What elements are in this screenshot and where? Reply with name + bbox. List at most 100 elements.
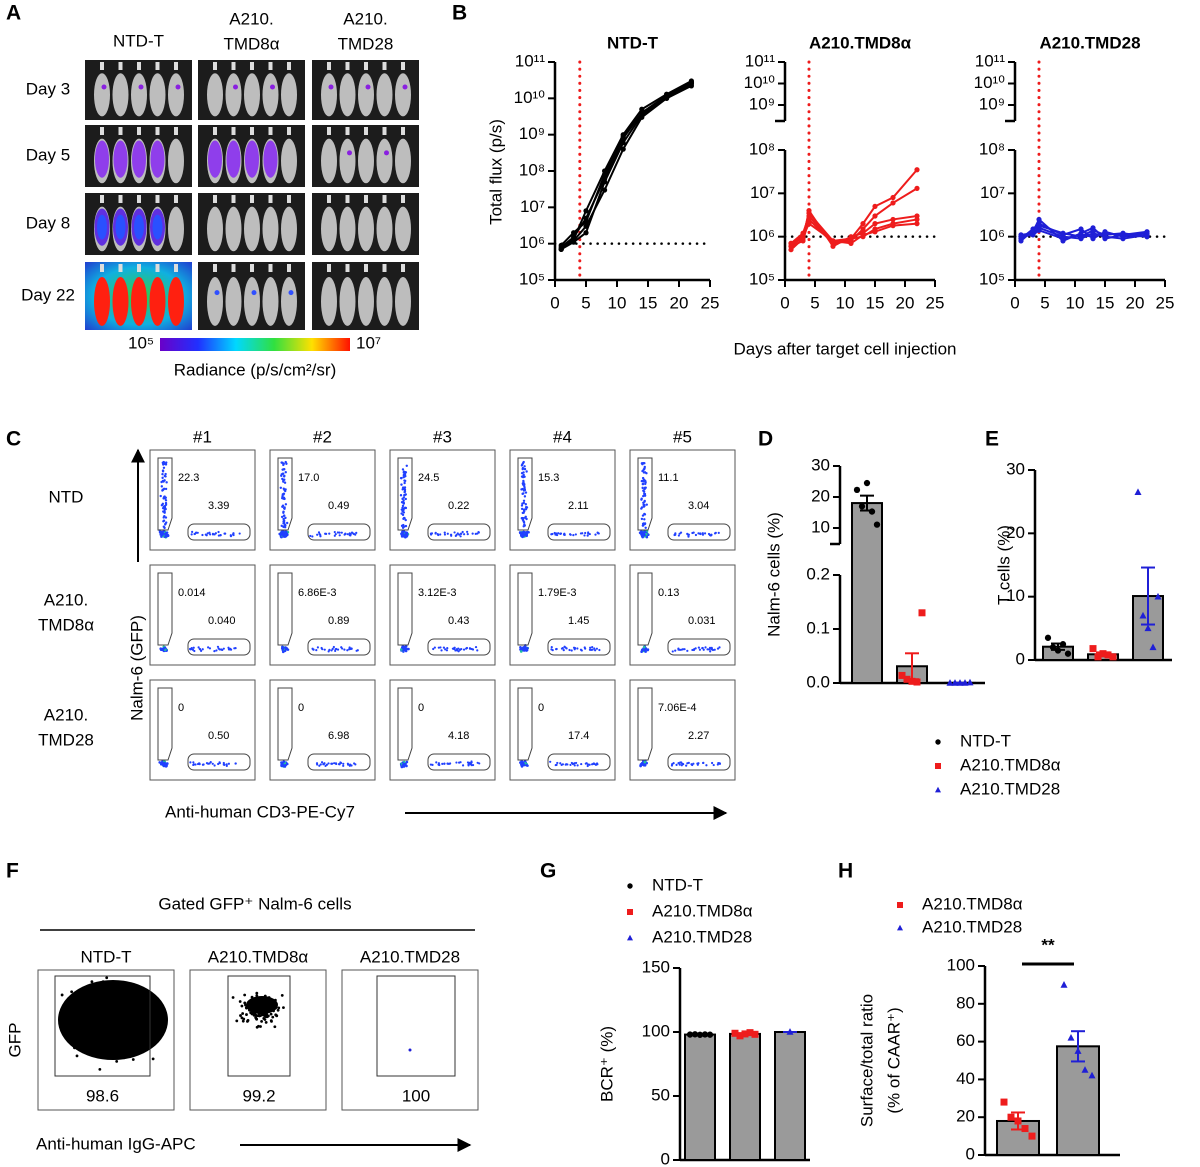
event-dot bbox=[336, 648, 340, 651]
y-tick-label: 10¹¹ bbox=[975, 51, 1006, 70]
event-dot bbox=[341, 647, 344, 650]
mouse bbox=[281, 138, 297, 184]
y-axis-label: Total flux (p/s) bbox=[486, 119, 505, 225]
data-point bbox=[1154, 592, 1162, 600]
event-dot bbox=[705, 764, 708, 767]
event-dot bbox=[114, 1010, 118, 1013]
data-point bbox=[736, 1032, 744, 1040]
event-dot bbox=[403, 525, 406, 528]
event-dot bbox=[522, 501, 526, 505]
series-line bbox=[560, 80, 692, 251]
y-tick-label: 20 bbox=[956, 1107, 975, 1126]
data-point bbox=[1078, 232, 1084, 238]
signal-area bbox=[263, 140, 278, 178]
event-dot bbox=[404, 493, 407, 496]
event-dot bbox=[674, 649, 677, 652]
event-dot bbox=[84, 1016, 87, 1020]
data-point bbox=[860, 226, 866, 232]
event-dot bbox=[463, 533, 466, 536]
signal-core bbox=[115, 214, 126, 240]
event-dot bbox=[443, 762, 446, 765]
y-tick-label: 10⁶ bbox=[979, 226, 1005, 245]
event-dot bbox=[471, 532, 474, 535]
event-dot bbox=[404, 518, 407, 522]
data-point bbox=[1060, 236, 1066, 242]
event-dot bbox=[93, 1014, 97, 1018]
event-dot bbox=[449, 533, 453, 536]
event-dot bbox=[453, 531, 456, 534]
event-dot bbox=[446, 532, 449, 535]
event-dot bbox=[215, 649, 218, 652]
event-dot bbox=[526, 764, 529, 767]
event-dot bbox=[405, 760, 409, 764]
event-dot bbox=[130, 1008, 134, 1012]
event-dot bbox=[401, 646, 405, 650]
y-axis-label: GFP bbox=[5, 1023, 24, 1058]
data-point bbox=[1007, 1113, 1015, 1121]
event-dot bbox=[130, 1021, 134, 1025]
legend-marker bbox=[627, 934, 633, 941]
event-dot bbox=[229, 534, 232, 537]
event-dot bbox=[222, 647, 225, 650]
nose-cone bbox=[345, 127, 350, 135]
event-dot bbox=[280, 515, 284, 519]
mouse bbox=[149, 276, 166, 326]
event-dot bbox=[580, 649, 583, 652]
event-dot bbox=[282, 514, 286, 517]
event-dot bbox=[101, 1014, 105, 1017]
event-dot bbox=[142, 1043, 145, 1047]
data-point bbox=[860, 232, 866, 238]
event-dot bbox=[206, 532, 209, 535]
row-label: A210. bbox=[44, 590, 88, 609]
event-dot bbox=[164, 765, 168, 768]
event-dot bbox=[260, 1020, 263, 1023]
event-dot bbox=[274, 998, 277, 1002]
event-dot bbox=[642, 489, 645, 492]
event-dot bbox=[79, 1036, 82, 1040]
event-dot bbox=[209, 761, 212, 764]
event-dot bbox=[92, 1029, 96, 1033]
event-dot bbox=[98, 1019, 102, 1023]
event-dot bbox=[208, 647, 212, 650]
nose-cone bbox=[401, 195, 405, 203]
event-dot bbox=[207, 762, 210, 765]
event-dot bbox=[399, 648, 403, 651]
event-dot bbox=[319, 763, 322, 766]
gate bbox=[547, 638, 611, 656]
gate-value: 3.12E-3 bbox=[418, 587, 457, 599]
event-dot bbox=[207, 646, 210, 649]
event-dot bbox=[461, 764, 465, 767]
event-dot bbox=[400, 476, 403, 480]
event-dot bbox=[523, 523, 526, 526]
event-dot bbox=[716, 647, 720, 650]
event-dot bbox=[587, 531, 590, 534]
event-dot bbox=[108, 986, 111, 990]
event-dot bbox=[594, 533, 597, 536]
gate bbox=[427, 638, 491, 656]
gate-value: 0.49 bbox=[328, 500, 349, 512]
event-dot bbox=[524, 491, 528, 494]
signal-spot bbox=[233, 84, 238, 90]
nose-cone bbox=[382, 127, 387, 135]
data-point bbox=[1090, 234, 1096, 240]
event-dot bbox=[263, 994, 267, 998]
x-axis-label: Anti-human IgG-APC bbox=[36, 1134, 196, 1153]
event-dot bbox=[229, 647, 232, 650]
event-dot bbox=[579, 532, 583, 535]
event-dot bbox=[100, 1018, 104, 1021]
nose-cone bbox=[155, 127, 160, 135]
event-dot bbox=[573, 647, 577, 650]
event-dot bbox=[117, 1049, 121, 1053]
event-dot bbox=[95, 1017, 99, 1021]
event-dot bbox=[642, 763, 646, 767]
data-point bbox=[1028, 1132, 1036, 1140]
event-dot bbox=[342, 762, 345, 765]
event-dot bbox=[402, 533, 406, 537]
gate bbox=[667, 638, 731, 656]
event-dot bbox=[276, 1008, 280, 1012]
nose-cone bbox=[401, 264, 405, 272]
event-dot bbox=[550, 645, 553, 649]
gate-value: 15.3 bbox=[538, 472, 559, 484]
event-dot bbox=[697, 646, 700, 649]
event-dot bbox=[404, 532, 408, 535]
